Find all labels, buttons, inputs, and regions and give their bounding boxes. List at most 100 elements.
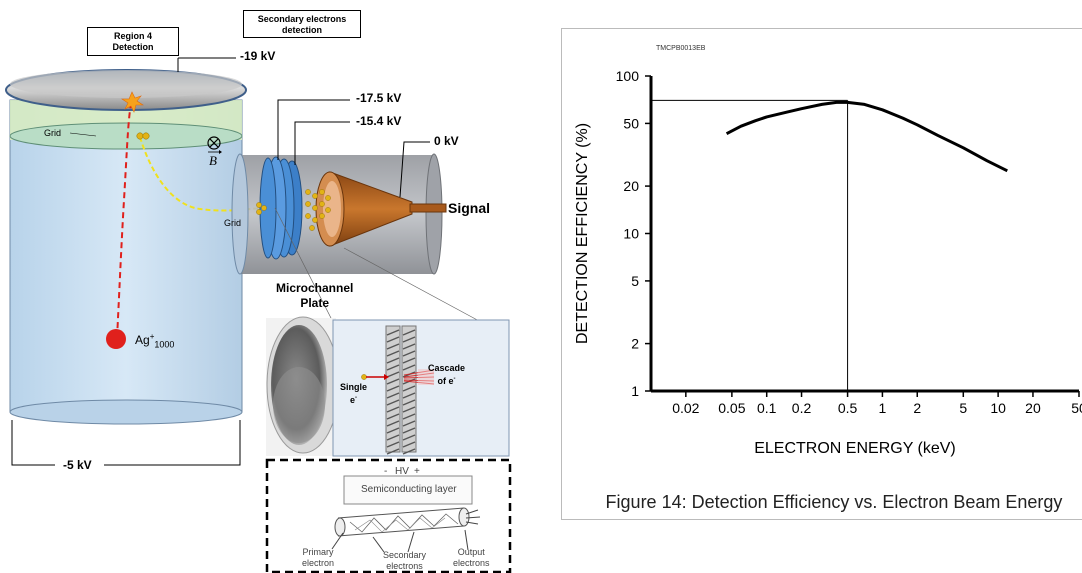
channel-stripe [386, 392, 400, 399]
electron-cascade [256, 189, 331, 231]
b-field-icon [207, 136, 222, 154]
channel-stripe [402, 336, 416, 343]
channel-stripe [402, 343, 416, 350]
signal-label: Signal [448, 200, 491, 216]
b-field-label: B [209, 153, 217, 168]
primary-electron-label: Primary electron [302, 547, 335, 568]
channel-stripe [402, 350, 416, 357]
output-electrons-label: Output electrons [453, 547, 490, 568]
voltage-175: -17.5 kV [356, 91, 402, 105]
grid-plane [9, 122, 243, 150]
channel-stripe [386, 413, 400, 420]
x-tick-label: 2 [913, 400, 921, 416]
channel-stripe [386, 420, 400, 427]
y-tick-label: 1 [631, 383, 639, 399]
channel-stripe [386, 385, 400, 392]
mcp-photo [266, 316, 340, 456]
y-tick-label: 20 [623, 178, 639, 194]
hv-minus: - [384, 466, 388, 477]
y-tick-label: 100 [616, 68, 640, 84]
channel-stripe [402, 427, 416, 434]
y-tick-label: 10 [623, 226, 639, 242]
channel-stripe [402, 434, 416, 441]
ag-ion [106, 329, 126, 349]
ag-charge: + [149, 332, 155, 341]
channel-stripe [386, 350, 400, 357]
channel-stripe [402, 448, 416, 455]
x-tick-label: 10 [990, 400, 1006, 416]
channel-stripe [386, 357, 400, 364]
channel-tube [331, 475, 481, 553]
detection-plate [5, 69, 247, 111]
chart-caption: Figure 14: Detection Efficiency vs. Elec… [606, 492, 1063, 512]
channel-stripe [386, 406, 400, 413]
channel-stripes [386, 329, 416, 455]
single-electron-text: Single e [340, 382, 368, 405]
chart-panel [561, 28, 1082, 520]
channel-stripe [402, 392, 416, 399]
channel-stripe [402, 399, 416, 406]
ion-path [116, 103, 132, 339]
bottom-bracket [11, 420, 55, 466]
chart-code-label: TMCPB0013EB [656, 45, 706, 52]
y-tick-label: 50 [623, 115, 639, 131]
single-electron-label: Single e- [340, 382, 368, 405]
channel-stripe [386, 441, 400, 448]
x-tick-label: 0.5 [838, 400, 858, 416]
secondary-detection-box: Secondary electrons detection [243, 10, 361, 38]
efficiency-curve [725, 100, 1008, 173]
hv-label: HV [395, 466, 409, 477]
anode-cone [315, 171, 447, 247]
detector-diagram [5, 57, 512, 573]
channel-stripe [386, 329, 400, 336]
channel-stripe [402, 364, 416, 371]
x-tick-label: 20 [1025, 400, 1041, 416]
voltage-top: -19 kV [240, 49, 276, 63]
voltage-bottom: -5 kV [63, 458, 92, 472]
channel-stripe [402, 441, 416, 448]
secondary-detection-label: Secondary electrons detection [257, 14, 347, 35]
x-tick-label: 0.1 [757, 400, 777, 416]
grid-label-left: Grid [44, 128, 62, 138]
x-tick-label: 0.2 [792, 400, 812, 416]
channel-stripe [386, 399, 400, 406]
channel-stripe [386, 427, 400, 434]
region-detection-box: Region 4 Detection [87, 27, 179, 56]
channel-stripe [386, 336, 400, 343]
x-axis-label: ELECTRON ENERGY (keV) [754, 440, 956, 457]
grid-label-mid: Grid [224, 218, 242, 228]
x-tick-label: 0.02 [672, 400, 699, 416]
hv-plus: + [414, 466, 420, 477]
x-tick-label: 50 [1071, 400, 1082, 416]
channel-stripe [386, 343, 400, 350]
channel-stripe [402, 357, 416, 364]
cascade-text: Cascade of e [428, 363, 466, 386]
y-axis-label: DETECTION EFFICIENCY (%) [574, 123, 591, 344]
ag-count: 1000 [154, 339, 175, 350]
region-detection-label: Region 4 Detection [112, 31, 154, 52]
cascade-label: Cascade of e- [428, 363, 466, 386]
voltage-154: -15.4 kV [356, 114, 402, 128]
x-tick-label: 5 [959, 400, 967, 416]
channel-stripe [402, 413, 416, 420]
channel-stripe [402, 329, 416, 336]
channel-stripe [402, 420, 416, 427]
y-tick-label: 2 [631, 336, 639, 352]
channel-stripe [386, 371, 400, 378]
channel-stripe [386, 364, 400, 371]
channel-stripe [402, 385, 416, 392]
detector-tank [9, 99, 243, 425]
x-tick-label: 0.05 [718, 400, 745, 416]
channel-stripe [386, 448, 400, 455]
channel-stripe [386, 378, 400, 385]
mcp-label: Microchannel Plate [276, 281, 354, 310]
efficiency-chart: TMCPB0013EB 1 2 5 10 20 50 100 0.02 0.05 0.1 0.2 0.5… [574, 45, 1082, 512]
y-tick-label: 5 [631, 273, 639, 289]
voltage-zero: 0 kV [434, 134, 459, 148]
channel-stripe [386, 434, 400, 441]
channel-stripe [402, 406, 416, 413]
impact-star [121, 91, 144, 113]
cascade-burst [403, 369, 435, 385]
ag-ion-label: Ag+1000 [135, 332, 174, 349]
x-tick-label: 1 [879, 400, 887, 416]
